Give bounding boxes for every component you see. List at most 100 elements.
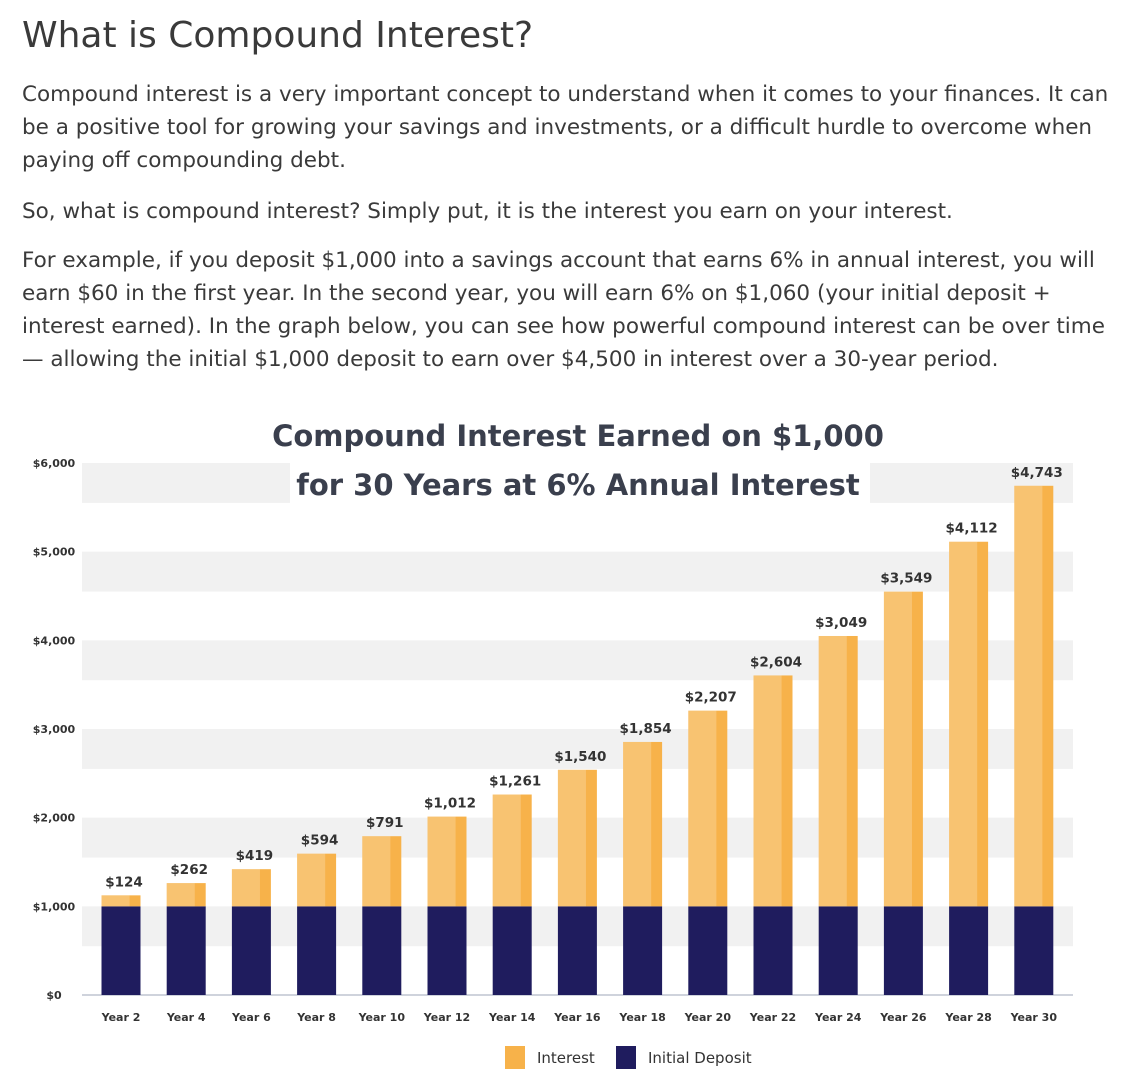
x-tick-label: Year 6	[231, 1011, 271, 1024]
x-tick-label: Year 14	[488, 1011, 536, 1024]
legend-label: Interest	[537, 1049, 595, 1067]
data-label: $1,261	[489, 774, 541, 790]
bar-interest	[688, 710, 728, 907]
bar-initial-deposit	[818, 906, 858, 995]
bar-interest-highlight	[883, 591, 912, 907]
bar-interest-highlight	[297, 853, 326, 907]
bar-interest-highlight	[101, 895, 130, 907]
bar-initial-deposit	[492, 906, 532, 995]
bar-interest	[557, 769, 597, 907]
legend-swatch	[505, 1046, 525, 1069]
bar-initial-deposit	[1014, 906, 1054, 995]
bar-initial-deposit	[297, 906, 337, 995]
bar-interest	[818, 635, 858, 907]
y-tick-label: $6,000	[33, 457, 76, 470]
data-label: $2,207	[685, 690, 737, 706]
x-tick-label: Year 26	[879, 1011, 927, 1024]
data-label: $594	[301, 833, 339, 849]
x-tick-label: Year 12	[423, 1011, 470, 1024]
bar-interest	[492, 794, 532, 907]
bar-initial-deposit	[166, 906, 206, 995]
data-label: $2,604	[750, 654, 802, 670]
bar-interest	[883, 591, 923, 907]
data-label: $1,854	[620, 721, 672, 737]
chart-title-line-2: for 30 Years at 6% Annual Interest	[296, 468, 860, 502]
x-tick-label: Year 10	[358, 1011, 406, 1024]
legend-swatch	[616, 1046, 636, 1069]
bar-interest-highlight	[492, 794, 521, 907]
bar-initial-deposit	[753, 906, 793, 995]
page-title: What is Compound Interest?	[22, 15, 534, 56]
x-tick-label: Year 4	[166, 1011, 206, 1024]
article: What is Compound Interest? Compound inte…	[22, 0, 1122, 372]
x-tick-label: Year 22	[749, 1011, 796, 1024]
bar-interest-highlight	[818, 635, 847, 907]
bar-initial-deposit	[231, 906, 271, 995]
bar-initial-deposit	[688, 906, 728, 995]
bars	[101, 485, 1054, 995]
y-tick-label: $0	[46, 989, 62, 1002]
bar-initial-deposit	[949, 906, 989, 995]
bar-initial-deposit	[557, 906, 597, 995]
data-label: $124	[105, 874, 143, 890]
bar-interest	[1014, 485, 1054, 907]
grid-band	[82, 640, 1073, 681]
y-tick-label: $3,000	[33, 723, 76, 736]
bar-interest-highlight	[557, 769, 586, 907]
x-tick-label: Year 24	[814, 1011, 862, 1024]
legend: Interest Initial Deposit	[505, 1046, 752, 1069]
bar-initial-deposit	[623, 906, 663, 995]
data-label: $3,549	[880, 571, 932, 587]
data-label: $791	[366, 815, 404, 831]
bar-interest	[231, 869, 271, 907]
data-label: $1,012	[424, 796, 476, 812]
x-axis: Year 2 Year 4 Year 6 Year 8 Year 10 Year 12 Ye…	[101, 1011, 1058, 1024]
bar-interest	[362, 836, 402, 907]
data-label: $4,743	[1011, 465, 1063, 481]
y-tick-label: $2,000	[33, 812, 76, 825]
y-tick-label: $1,000	[33, 900, 76, 913]
y-tick-label: $4,000	[33, 634, 76, 647]
x-tick-label: Year 20	[684, 1011, 732, 1024]
data-label: $419	[236, 848, 274, 864]
definition-paragraph: So, what is compound interest? Simply pu…	[22, 199, 953, 224]
bar-interest-highlight	[362, 836, 391, 907]
bar-interest-highlight	[688, 710, 717, 907]
bar-interest	[949, 541, 989, 907]
data-label: $3,049	[815, 615, 867, 631]
bar-interest	[166, 883, 206, 907]
x-tick-label: Year 30	[1010, 1011, 1058, 1024]
data-label: $262	[170, 862, 208, 878]
x-tick-label: Year 8	[296, 1011, 336, 1024]
bar-interest-highlight	[753, 675, 782, 907]
bar-initial-deposit	[883, 906, 923, 995]
legend-label: Initial Deposit	[648, 1049, 752, 1067]
grid-band	[82, 551, 1073, 592]
x-tick-label: Year 28	[944, 1011, 991, 1024]
x-tick-label: Year 16	[553, 1011, 601, 1024]
bar-interest	[623, 741, 663, 907]
data-label: $1,540	[554, 749, 606, 765]
data-label: $4,112	[946, 521, 998, 537]
bar-interest-highlight	[231, 869, 260, 907]
bar-interest	[753, 675, 793, 907]
data-labels: $124 $262 $419 $594 $791 $1,012 $1,261 $1,540 $1…	[105, 465, 1063, 891]
bar-initial-deposit	[101, 906, 141, 995]
bar-initial-deposit	[427, 906, 467, 995]
bar-interest-highlight	[427, 816, 456, 907]
bar-interest-highlight	[949, 541, 978, 907]
bar-interest	[427, 816, 467, 907]
bar-interest-highlight	[166, 883, 195, 907]
bar-interest-highlight	[1014, 485, 1043, 907]
bar-interest	[101, 895, 141, 907]
intro-paragraph: Compound interest is a very important co…	[22, 82, 1109, 173]
compound-interest-chart: Compound Interest Earned on $1,000 for 3…	[33, 418, 1073, 1069]
x-tick-label: Year 2	[101, 1011, 141, 1024]
chart-title-background	[290, 418, 870, 508]
y-tick-label: $5,000	[33, 546, 76, 559]
bar-initial-deposit	[362, 906, 402, 995]
bar-interest-highlight	[623, 741, 652, 907]
example-paragraph: For example, if you deposit $1,000 into …	[22, 248, 1105, 372]
bar-interest	[297, 853, 337, 907]
chart-title-line-1: Compound Interest Earned on $1,000	[272, 419, 884, 453]
